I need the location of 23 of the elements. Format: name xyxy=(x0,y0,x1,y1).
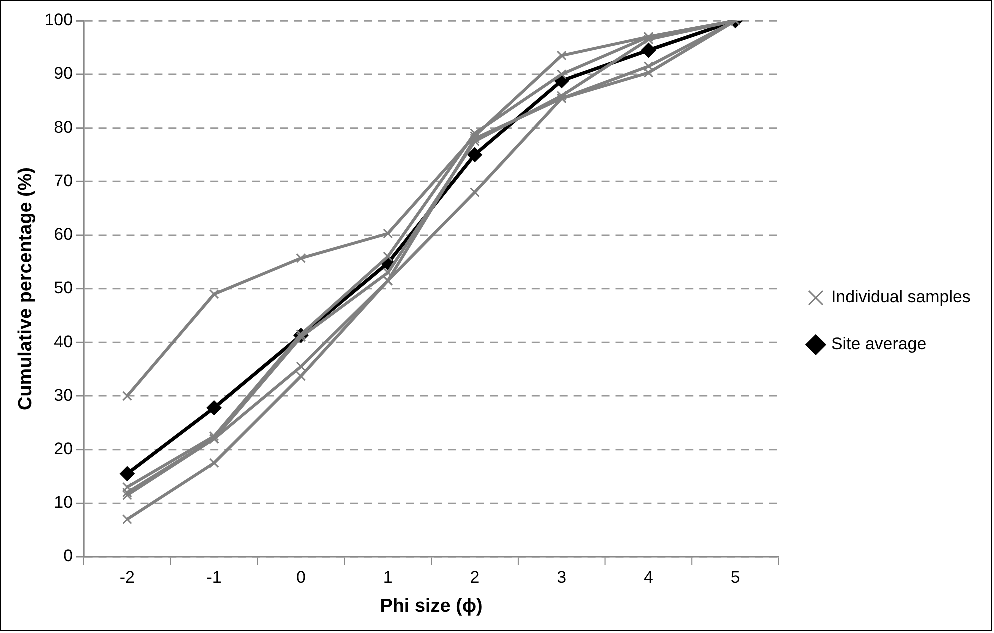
x-tick-label: 4 xyxy=(644,568,654,587)
x-tick-label: -1 xyxy=(206,568,222,587)
x-tick-label: -2 xyxy=(120,568,135,587)
y-tick-label: 90 xyxy=(54,64,74,84)
y-tick-label: 0 xyxy=(64,546,74,566)
x-tick-label: 5 xyxy=(730,568,740,587)
y-tick-label: 20 xyxy=(54,439,74,458)
legend-label: Site average xyxy=(831,334,927,354)
y-axis-title: Cumulative percentage (%) xyxy=(16,168,37,410)
y-tick-label: 40 xyxy=(54,332,74,352)
x-tick-label: 0 xyxy=(296,568,306,587)
x-tick-label: 1 xyxy=(383,568,393,587)
y-tick-label: 30 xyxy=(54,386,74,405)
x-tick-label: 3 xyxy=(557,568,567,587)
y-tick-label: 80 xyxy=(54,118,74,137)
y-tick-label: 60 xyxy=(54,225,74,244)
x-tick-label: 2 xyxy=(470,568,480,587)
legend-label: Individual samples xyxy=(831,288,971,307)
y-tick-label: 50 xyxy=(54,278,74,298)
y-tick-label: 100 xyxy=(44,10,74,30)
x-axis-title: Phi size (ϕ) xyxy=(380,596,483,617)
y-tick-label: 10 xyxy=(54,493,74,512)
y-tick-label: 70 xyxy=(54,171,74,190)
